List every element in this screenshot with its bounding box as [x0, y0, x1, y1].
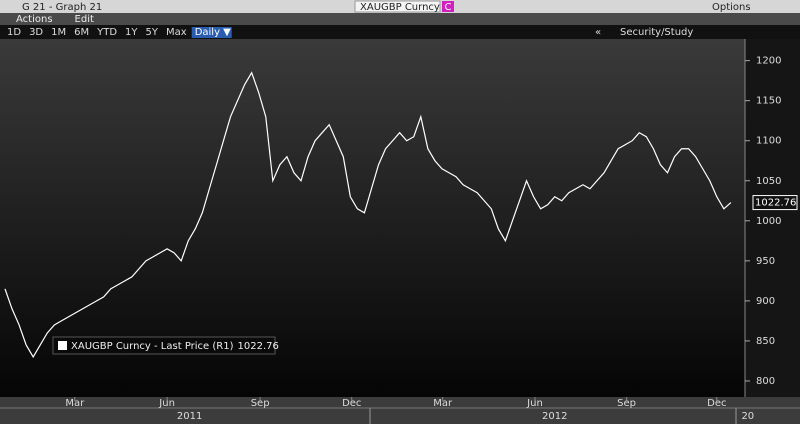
price-line [4, 71, 732, 359]
menu-item[interactable]: Actions [16, 14, 53, 25]
x-tick-label: Sep [251, 398, 270, 409]
y-tick-label: 1000 [756, 216, 781, 227]
security-study[interactable]: Security/Study [620, 27, 693, 38]
year-label: 2012 [542, 411, 567, 422]
menu-bar [0, 13, 800, 25]
x-tick-label: Mar [433, 398, 453, 409]
y-tick-label: 1200 [756, 56, 781, 67]
legend-swatch [58, 341, 67, 350]
ticker-box[interactable] [354, 0, 441, 13]
x-tick-label: Dec [342, 398, 361, 409]
range-button[interactable]: Max [166, 27, 187, 38]
y-tick-label: 800 [756, 376, 775, 387]
x-tick-label: Jun [526, 398, 543, 409]
frequency-box[interactable] [191, 27, 232, 38]
window-title: G 21 - Graph 21 [22, 2, 102, 13]
y-axis-area [745, 39, 800, 397]
ticker-badge: C [445, 2, 452, 13]
legend-box [52, 336, 276, 355]
x-tick-label: Jun [158, 398, 175, 409]
options[interactable]: Options [712, 2, 751, 13]
range-button[interactable]: 1M [51, 27, 66, 38]
range-button[interactable]: 5Y [146, 27, 159, 38]
year-label: 20 [741, 411, 754, 422]
year-label: 2011 [177, 411, 202, 422]
y-tick-label: 1100 [756, 136, 781, 147]
last-price-box [752, 195, 798, 211]
collapse-button[interactable]: « [595, 27, 601, 38]
y-tick-label: 950 [756, 256, 775, 267]
frequency[interactable]: Daily ▼ [195, 27, 231, 38]
range-button[interactable]: 6M [74, 27, 89, 38]
legend-value: 1022.76 [238, 341, 279, 352]
range-button[interactable]: 1Y [125, 27, 138, 38]
range-button[interactable]: 1D [7, 27, 21, 38]
x-tick-label: Sep [617, 398, 636, 409]
x-tick-label: Dec [707, 398, 726, 409]
ticker-badge-box [442, 1, 454, 12]
y-tick-label: 1050 [756, 176, 781, 187]
range-button[interactable]: YTD [96, 27, 117, 38]
y-tick-label: 850 [756, 336, 775, 347]
menu-item[interactable]: Edit [75, 14, 94, 25]
x-tick-label: Mar [65, 398, 85, 409]
ticker: XAUGBP Curncy [360, 2, 440, 13]
y-tick-label: 1150 [756, 96, 781, 107]
last-price-label: 1022.76 [755, 198, 796, 209]
y-tick-label: 900 [756, 296, 775, 307]
x-axis-area [0, 397, 800, 424]
legend-name: XAUGBP Curncy - Last Price (R1) [71, 341, 234, 352]
range-button[interactable]: 3D [29, 27, 43, 38]
